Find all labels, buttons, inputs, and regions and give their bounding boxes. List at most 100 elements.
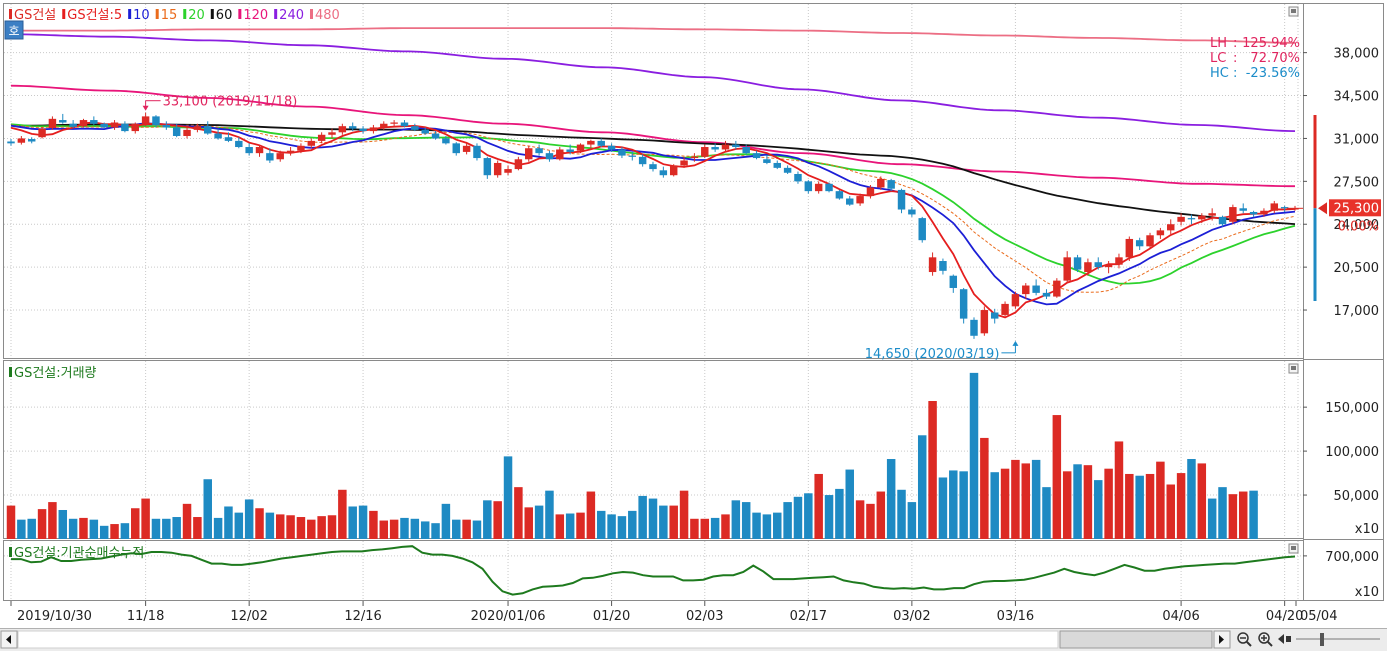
candle-body <box>359 128 367 132</box>
candle-body <box>297 145 305 151</box>
volume-bar <box>37 509 47 539</box>
candle-body <box>1218 216 1227 225</box>
candle <box>669 164 678 177</box>
candle-body <box>804 181 813 192</box>
candle <box>48 116 57 130</box>
candle-body <box>473 145 481 159</box>
candle-body <box>1280 207 1289 209</box>
candle-body <box>1146 235 1154 247</box>
candle <box>1032 279 1040 296</box>
volume-bar <box>244 499 254 539</box>
candle <box>566 144 574 155</box>
volume-bar <box>1156 461 1165 539</box>
candle <box>866 185 875 199</box>
candle-body <box>380 123 388 128</box>
volume-bar <box>1207 498 1217 539</box>
candle-body <box>887 180 895 189</box>
legend-label: 20 <box>188 8 205 23</box>
candle <box>1208 208 1216 221</box>
candle-body <box>328 132 336 135</box>
candle <box>1280 205 1289 212</box>
quote-badge[interactable]: 호 <box>4 20 24 40</box>
candle-body <box>1001 303 1009 315</box>
volume-bar <box>928 401 937 539</box>
x-tick-label: 02/17 <box>790 609 827 624</box>
candle <box>193 123 202 133</box>
zoom-out-icon[interactable] <box>1237 632 1252 647</box>
candle-body <box>1135 240 1144 247</box>
candle-body <box>701 147 709 157</box>
candle-body <box>959 289 968 319</box>
zoom-slider[interactable] <box>1296 633 1380 646</box>
volume-bar <box>679 490 689 539</box>
candle <box>245 143 253 156</box>
volume-bar <box>120 523 130 539</box>
candle-body <box>152 116 160 125</box>
candle-body <box>100 123 108 128</box>
grid-lines <box>4 4 1303 601</box>
inst-panel-controls[interactable] <box>1288 543 1299 554</box>
volume-bar <box>307 519 316 539</box>
candle-body <box>566 149 574 152</box>
candle-body <box>1198 215 1206 220</box>
candlesticks <box>7 112 1299 339</box>
candle <box>690 153 699 162</box>
volume-bar <box>483 500 492 539</box>
candle <box>701 144 709 159</box>
scroll-track[interactable] <box>17 630 1059 649</box>
candle <box>1260 208 1268 217</box>
zoom-slider-handle[interactable] <box>1320 633 1324 646</box>
price-panel-controls[interactable] <box>1288 6 1299 17</box>
volume-bar <box>1114 441 1124 539</box>
candle-body <box>7 141 15 144</box>
volume-tick-label: 50,000 <box>1334 489 1380 504</box>
candle <box>297 143 305 154</box>
candle-body <box>1177 216 1185 222</box>
volume-panel-controls[interactable] <box>1288 363 1299 374</box>
candle-body <box>1291 208 1299 210</box>
candle <box>959 287 968 324</box>
scroll-left-arrow-icon <box>6 635 11 644</box>
candle-body <box>369 127 378 132</box>
candle-body <box>980 310 989 334</box>
stat-separator: : <box>1233 36 1237 51</box>
chart-scrollbar[interactable] <box>0 628 1387 651</box>
candle <box>59 113 67 124</box>
candle-body <box>411 126 419 130</box>
candle-body <box>794 173 802 182</box>
legend-swatch <box>9 9 12 19</box>
candle-body <box>897 189 906 210</box>
zoom-range-icon[interactable] <box>1278 634 1291 644</box>
candle <box>587 139 595 149</box>
candle <box>100 122 108 129</box>
volume-bar <box>700 518 710 539</box>
candle-body <box>421 129 429 134</box>
candle <box>1146 232 1154 249</box>
candle-body <box>545 153 554 160</box>
candle <box>628 151 637 161</box>
volume-bar <box>638 495 647 539</box>
candle <box>607 143 616 152</box>
stat-label: LH <box>1210 36 1227 51</box>
volume-bar <box>17 519 26 539</box>
candle <box>939 258 947 275</box>
candle <box>1022 283 1030 300</box>
candle-body <box>752 153 761 159</box>
candle <box>970 317 978 339</box>
zoom-in-icon[interactable] <box>1258 632 1273 647</box>
volume-bar <box>534 505 544 539</box>
legend-swatch <box>310 9 313 19</box>
candle <box>317 132 326 144</box>
volume-bar <box>555 514 565 539</box>
candle <box>172 123 181 138</box>
scroll-thumb[interactable] <box>1059 630 1213 649</box>
ma-line-10 <box>10 122 1296 306</box>
volume-bar <box>420 521 430 539</box>
volume-bar <box>234 512 244 539</box>
candle <box>680 156 688 168</box>
legend-label: 60 <box>216 8 233 23</box>
candle <box>597 138 605 148</box>
volume-bar <box>1052 415 1062 539</box>
candle-body <box>442 138 450 144</box>
